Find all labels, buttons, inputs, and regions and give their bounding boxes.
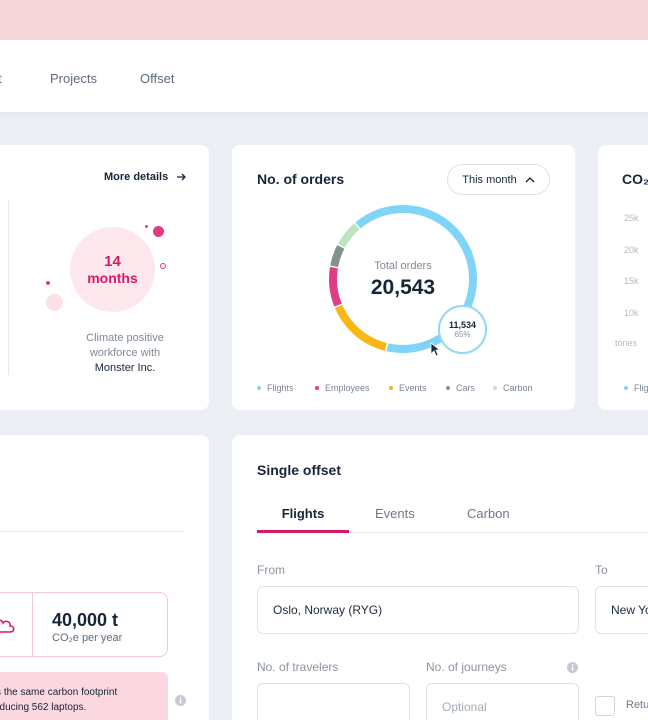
more-details-link[interactable]: More details	[104, 171, 187, 183]
co2-title: CO₂e	[622, 171, 648, 187]
single-offset-card	[232, 435, 648, 720]
return-checkbox[interactable]	[595, 696, 615, 716]
total-orders-value: 20,543	[370, 276, 436, 299]
co2-tick: 15k	[624, 276, 639, 286]
bubble-dot	[153, 226, 164, 237]
travelers-label: No. of travelers	[257, 660, 339, 674]
nav-item-offset[interactable]: Offset	[140, 71, 175, 86]
top-banner	[0, 0, 648, 40]
from-input[interactable]: Oslo, Norway (RYG)	[257, 586, 579, 634]
journeys-input[interactable]: Optional	[426, 683, 579, 720]
legend-cars: Cars	[446, 383, 475, 393]
nav-item-partial[interactable]: t	[0, 71, 2, 86]
impact-note-line-2: oducing 562 laptops.	[0, 702, 87, 713]
impact-stat-box: 40,000 t CO₂e per year	[0, 592, 168, 657]
divider	[32, 593, 33, 656]
orders-title: No. of orders	[257, 171, 345, 187]
workforce-caption: Climate positive workforce with Monster …	[40, 331, 210, 376]
axis-divider	[8, 200, 9, 375]
co2-axis-unit: tones	[615, 338, 638, 348]
to-label: To	[595, 563, 608, 577]
co2-tick: 10k	[624, 308, 639, 318]
bubble-dot	[46, 281, 50, 285]
months-label: months	[87, 269, 138, 286]
active-tab-indicator	[257, 530, 349, 533]
tab-flights[interactable]: Flights	[281, 506, 325, 521]
return-label: Retu	[626, 699, 648, 711]
legend-flights: Flights	[257, 383, 294, 393]
top-navigation: t Projects Offset	[0, 40, 648, 112]
bubble-dot	[160, 263, 166, 269]
single-offset-title: Single offset	[257, 462, 342, 478]
more-details-label: More details	[104, 171, 169, 183]
donut-segment-events	[329, 205, 477, 353]
chevron-up-icon	[525, 177, 535, 183]
from-label: From	[257, 563, 285, 577]
impact-card: 40,000 t CO₂e per year ’s the same carbo…	[0, 435, 209, 720]
co2-legend: Flig	[624, 383, 648, 393]
co2-card: CO₂e 25k 20k 15k 10k tones Flig	[598, 145, 648, 410]
tab-carbon[interactable]: Carbon	[467, 506, 510, 521]
journeys-label: No. of journeys	[426, 660, 507, 674]
tab-events[interactable]: Events	[375, 506, 415, 521]
total-orders-label: Total orders	[374, 260, 432, 272]
cloud-icon	[0, 619, 15, 633]
period-dropdown[interactable]: This month	[447, 164, 550, 195]
company-name: Monster Inc.	[94, 362, 156, 374]
legend-employees: Employees	[315, 383, 370, 393]
tabs-divider	[257, 532, 648, 533]
period-dropdown-label: This month	[462, 173, 517, 186]
mouse-cursor-icon	[430, 342, 442, 357]
divider	[0, 531, 183, 532]
bubble-dot	[46, 294, 63, 311]
travelers-input[interactable]	[257, 683, 410, 720]
info-icon[interactable]	[175, 695, 186, 706]
impact-note: ’s the same carbon footprint oducing 562…	[0, 672, 168, 720]
impact-unit: CO₂e per year	[52, 632, 123, 644]
callout-percent: 65%	[454, 330, 471, 339]
caption-line-2: workforce with	[89, 347, 161, 359]
months-number: 14	[104, 252, 121, 270]
legend-events: Events	[389, 383, 427, 393]
flights-callout: 11,534 65%	[438, 305, 487, 354]
workforce-card: More details 14 months Climate positive …	[0, 145, 209, 410]
months-bubble: 14 months	[70, 227, 155, 312]
bubble-dot	[145, 225, 148, 228]
nav-item-projects[interactable]: Projects	[50, 71, 97, 86]
impact-value: 40,000 t	[52, 610, 119, 630]
co2-tick: 25k	[624, 213, 639, 223]
caption-line-1: Climate positive	[86, 332, 164, 344]
co2-tick: 20k	[624, 245, 639, 255]
callout-value: 11,534	[448, 320, 477, 330]
arrow-right-icon	[177, 173, 187, 181]
info-icon[interactable]	[567, 662, 578, 673]
impact-note-line-1: ’s the same carbon footprint	[0, 687, 118, 698]
legend-carbon: Carbon	[493, 383, 533, 393]
to-input[interactable]: New Yo	[595, 586, 648, 634]
